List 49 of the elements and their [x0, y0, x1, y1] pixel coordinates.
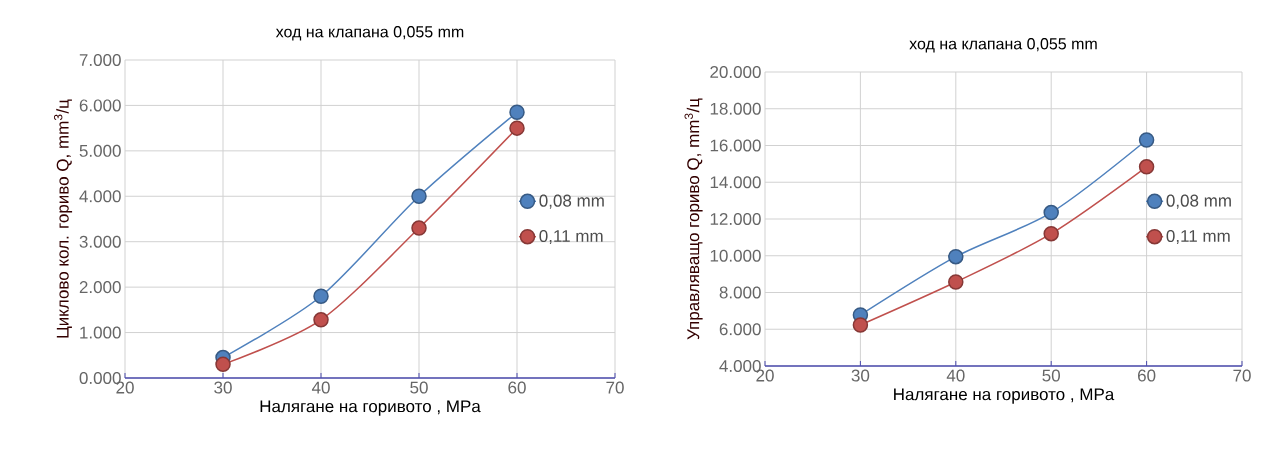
y-tick-label: 20.000 — [710, 65, 761, 79]
x-tick-label: 60 — [508, 381, 526, 394]
point — [313, 288, 329, 304]
point — [948, 274, 964, 290]
point — [1043, 204, 1059, 221]
legend-label: 0,11 mm — [539, 229, 603, 245]
y-tick-label: 4.000 — [79, 190, 121, 203]
y-tick-label: 2.000 — [79, 281, 121, 294]
y-tick-label: 3.000 — [79, 235, 121, 248]
y-tick-label: 18.000 — [710, 102, 761, 115]
point — [313, 312, 329, 328]
x-tick-label: 30 — [214, 381, 232, 394]
point — [509, 120, 525, 136]
x-axis-title: Налягане на горивото , MPa — [894, 388, 1115, 404]
x-tick-label: 30 — [851, 369, 870, 382]
point — [1043, 225, 1059, 242]
y-tick-label: 8.000 — [719, 286, 761, 299]
x-tick-label: 40 — [946, 369, 965, 382]
point — [411, 188, 427, 205]
y-tick-label: 6.000 — [79, 99, 121, 112]
x-tick-label: 50 — [1042, 369, 1060, 382]
point — [509, 104, 525, 120]
legend-label: 0,08 mm — [1166, 194, 1231, 209]
y-axis-title: Циклово кол. гориво Q, mm$^{3}$/ц — [53, 99, 73, 338]
y-tick-label: 12.000 — [710, 212, 761, 226]
y-tick-label: 7.000 — [79, 53, 121, 67]
y-tick-label: 16.000 — [710, 139, 761, 152]
legend-label: 0,11 mm — [1166, 229, 1230, 245]
x-tick-label: 70 — [606, 381, 624, 394]
x-tick-label: 60 — [1138, 369, 1156, 382]
y-tick-label: 10.000 — [710, 249, 761, 262]
chart-title: ход на клапана 0,055 mm — [275, 26, 464, 41]
point — [411, 220, 427, 236]
x-tick-label: 40 — [311, 381, 330, 394]
x-tick-label: 50 — [410, 381, 428, 394]
legend-label: 0,08 mm — [539, 194, 604, 209]
point — [948, 248, 964, 265]
y-tick-label: 1.000 — [80, 326, 121, 339]
point — [852, 317, 869, 333]
point — [1138, 159, 1155, 175]
y-tick-label: 5.000 — [79, 144, 121, 157]
x-axis-title: Налягане на горивото , MPa — [260, 400, 481, 416]
y-tick-label: 14.000 — [710, 176, 761, 189]
y-axis-title: Управляващо гориво Q, mm$^{3}$/ц — [684, 98, 703, 340]
point — [215, 356, 231, 373]
y-tick-label: 6.000 — [719, 323, 761, 336]
chart-title: ход на клапана 0,055 mm — [909, 38, 1097, 53]
x-tick-label: 70 — [1233, 369, 1251, 382]
point — [1138, 132, 1155, 148]
